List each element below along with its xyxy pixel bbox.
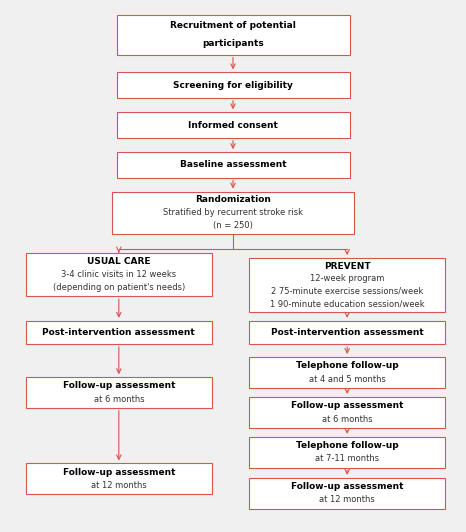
FancyBboxPatch shape bbox=[116, 15, 350, 55]
Text: Telephone follow-up: Telephone follow-up bbox=[296, 441, 398, 450]
Text: Follow-up assessment: Follow-up assessment bbox=[291, 401, 404, 410]
Text: USUAL CARE: USUAL CARE bbox=[87, 257, 151, 266]
Text: Telephone follow-up: Telephone follow-up bbox=[296, 361, 398, 370]
FancyBboxPatch shape bbox=[249, 478, 445, 509]
Text: 12-week program: 12-week program bbox=[310, 275, 384, 284]
FancyBboxPatch shape bbox=[116, 72, 350, 98]
Text: at 4 and 5 months: at 4 and 5 months bbox=[309, 375, 385, 384]
Text: at 12 months: at 12 months bbox=[319, 495, 375, 504]
FancyBboxPatch shape bbox=[26, 321, 212, 344]
FancyBboxPatch shape bbox=[26, 377, 212, 408]
Text: Post-intervention assessment: Post-intervention assessment bbox=[271, 328, 424, 337]
Text: Stratified by recurrent stroke risk: Stratified by recurrent stroke risk bbox=[163, 209, 303, 217]
Text: Recruitment of potential: Recruitment of potential bbox=[170, 21, 296, 30]
Text: participants: participants bbox=[202, 39, 264, 48]
Text: Baseline assessment: Baseline assessment bbox=[180, 161, 286, 169]
FancyBboxPatch shape bbox=[26, 253, 212, 296]
Text: Follow-up assessment: Follow-up assessment bbox=[291, 482, 404, 491]
Text: Post-intervention assessment: Post-intervention assessment bbox=[42, 328, 195, 337]
Text: Informed consent: Informed consent bbox=[188, 121, 278, 129]
FancyBboxPatch shape bbox=[249, 437, 445, 468]
FancyBboxPatch shape bbox=[249, 321, 445, 344]
Text: at 6 months: at 6 months bbox=[94, 395, 144, 404]
FancyBboxPatch shape bbox=[26, 463, 212, 494]
Text: Follow-up assessment: Follow-up assessment bbox=[62, 468, 175, 477]
Text: 1 90-minute education session/week: 1 90-minute education session/week bbox=[270, 300, 425, 309]
Text: (n = 250): (n = 250) bbox=[213, 221, 253, 230]
Text: at 12 months: at 12 months bbox=[91, 481, 147, 490]
Text: Screening for eligibility: Screening for eligibility bbox=[173, 81, 293, 89]
Text: Follow-up assessment: Follow-up assessment bbox=[62, 381, 175, 390]
Text: at 7-11 months: at 7-11 months bbox=[315, 454, 379, 463]
FancyBboxPatch shape bbox=[116, 112, 350, 138]
Text: Randomization: Randomization bbox=[195, 195, 271, 204]
Text: PREVENT: PREVENT bbox=[324, 262, 370, 271]
FancyBboxPatch shape bbox=[249, 397, 445, 428]
FancyBboxPatch shape bbox=[116, 152, 350, 178]
FancyBboxPatch shape bbox=[112, 192, 354, 234]
Text: (depending on patient's needs): (depending on patient's needs) bbox=[53, 283, 185, 292]
FancyBboxPatch shape bbox=[249, 258, 445, 312]
Text: 2 75-minute exercise sessions/week: 2 75-minute exercise sessions/week bbox=[271, 287, 423, 296]
Text: at 6 months: at 6 months bbox=[322, 414, 372, 423]
FancyBboxPatch shape bbox=[249, 357, 445, 388]
Text: 3-4 clinic visits in 12 weeks: 3-4 clinic visits in 12 weeks bbox=[61, 270, 177, 279]
